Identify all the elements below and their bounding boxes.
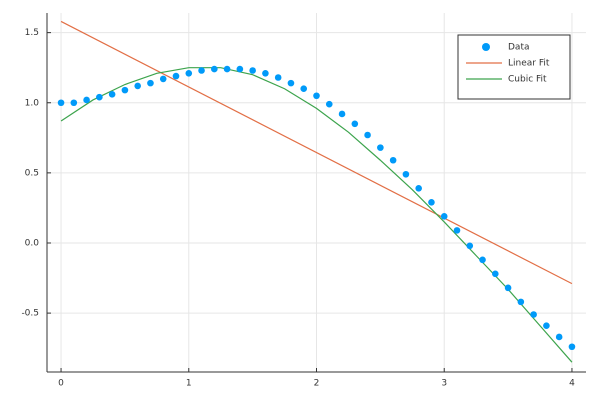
data-point	[300, 85, 308, 93]
x-tick-label: 2	[314, 379, 320, 389]
y-tick-label: 1.5	[25, 28, 39, 38]
legend-box	[457, 34, 571, 100]
x-tick-label: 3	[441, 379, 447, 389]
fit-line	[60, 20, 573, 285]
data-point	[530, 311, 537, 318]
data-point	[287, 79, 295, 87]
data-point	[479, 256, 486, 264]
data-point	[325, 100, 333, 108]
data-point	[236, 65, 244, 73]
data-point	[108, 91, 116, 98]
data-point	[453, 227, 461, 234]
data-point	[543, 322, 550, 330]
data-point	[440, 213, 448, 220]
data-point	[364, 131, 371, 139]
legend-label: Data	[508, 43, 530, 53]
data-point	[555, 333, 563, 341]
data-point	[172, 72, 180, 80]
y-tick-label: 0.0	[25, 238, 40, 248]
data-point	[492, 270, 499, 278]
data-point	[134, 82, 141, 90]
x-tick-label: 4	[569, 379, 575, 389]
data-point	[83, 96, 90, 104]
legend-label: Cubic Fit	[508, 75, 547, 85]
data-point	[223, 65, 231, 73]
legend-marker	[482, 43, 490, 51]
y-tick-label: 0.5	[25, 168, 39, 178]
data-point	[389, 156, 397, 164]
data-point	[159, 75, 167, 83]
data-point	[121, 86, 129, 94]
data-point	[262, 70, 269, 77]
y-tick-label: 1.0	[25, 98, 40, 108]
data-point	[428, 199, 435, 206]
data-point	[351, 120, 359, 128]
data-point	[415, 184, 422, 192]
data-point	[96, 93, 103, 101]
data-point	[466, 242, 474, 250]
data-point	[402, 170, 410, 178]
data-point	[211, 65, 218, 73]
data-point	[57, 99, 65, 107]
data-point	[185, 70, 193, 77]
data-point	[568, 343, 576, 351]
data-point	[504, 284, 512, 292]
data-point	[313, 92, 320, 100]
legend: Data Linear Fit Cubic Fit	[457, 34, 571, 100]
data-point	[198, 67, 205, 74]
data-point	[70, 99, 78, 107]
y-tick-label: -0.5	[21, 309, 39, 319]
legend-label: Linear Fit	[508, 59, 550, 69]
data-point	[249, 67, 256, 74]
data-point	[377, 144, 384, 151]
data-point	[147, 79, 154, 87]
data-point	[274, 74, 282, 81]
data-point	[338, 110, 346, 118]
fit-line	[60, 67, 573, 363]
data-point	[517, 298, 525, 306]
x-tick-label: 1	[186, 379, 192, 389]
x-tick-label: 0	[58, 379, 64, 389]
